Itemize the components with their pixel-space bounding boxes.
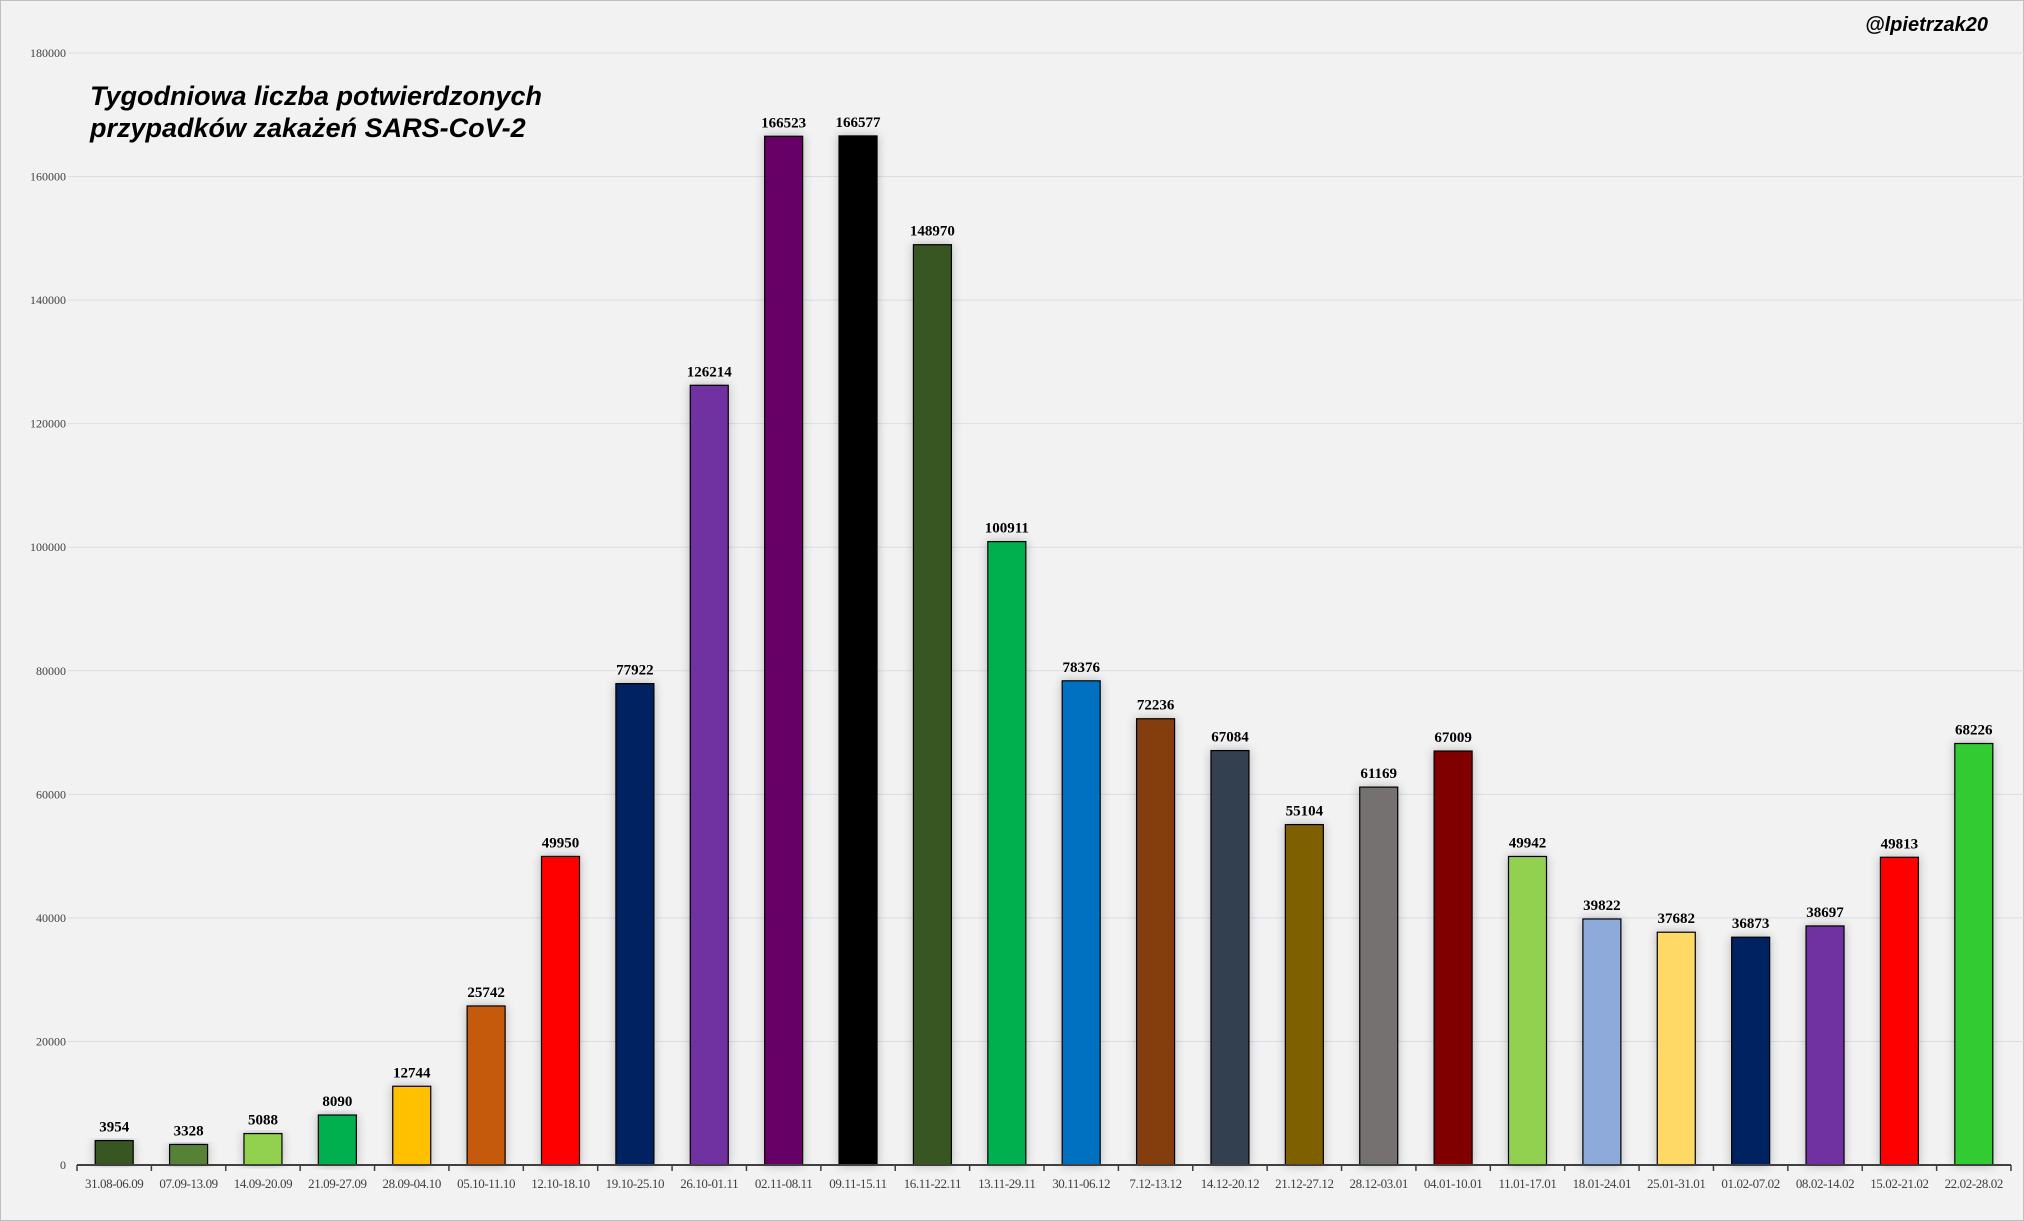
data-label: 166577 (836, 115, 882, 131)
y-tick-label: 80000 (36, 664, 66, 678)
bar (1210, 749, 1250, 1166)
bar (912, 244, 953, 1166)
x-tick-label: 14.09-20.09 (234, 1176, 292, 1191)
data-label: 25742 (467, 985, 505, 1001)
y-tick-label: 180000 (30, 46, 66, 60)
x-tick-label: 31.08-06.09 (85, 1176, 143, 1191)
y-tick-label: 20000 (36, 1034, 66, 1048)
bar (1805, 925, 1845, 1166)
x-tick-label: 12.10-18.10 (531, 1176, 589, 1191)
data-label: 67084 (1211, 730, 1249, 746)
data-label: 5088 (248, 1113, 278, 1129)
author-watermark: @lpietrzak20 (1865, 14, 1988, 36)
bar (689, 384, 729, 1166)
bar (1731, 936, 1771, 1166)
bar (1954, 742, 1994, 1166)
bar (1359, 786, 1399, 1166)
bar (1507, 855, 1548, 1166)
x-tick-label: 08.02-14.02 (1796, 1176, 1854, 1191)
data-label: 67009 (1434, 730, 1472, 746)
data-label: 49942 (1509, 835, 1547, 851)
x-tick-label: 01.02-07.02 (1721, 1176, 1779, 1191)
data-label: 126214 (687, 364, 733, 380)
y-tick-label: 40000 (36, 911, 66, 925)
data-label: 37682 (1658, 911, 1696, 927)
x-tick-label: 18.01-24.01 (1573, 1176, 1631, 1191)
bar (540, 855, 581, 1166)
x-tick-label: 07.09-13.09 (159, 1176, 217, 1191)
bar (764, 135, 804, 1166)
data-label: 77922 (616, 663, 654, 679)
x-tick-label: 25.01-31.01 (1647, 1176, 1705, 1191)
bar (987, 540, 1027, 1166)
x-tick-label: 21.12-27.12 (1275, 1176, 1333, 1191)
bar (466, 1005, 506, 1166)
x-tick-label: 13.11-29.11 (978, 1176, 1035, 1191)
bar (1061, 680, 1101, 1166)
chart-title-line-1: Tygodniowa liczba potwierdzonych (90, 81, 543, 111)
y-tick-label: 120000 (30, 417, 66, 431)
bar (1284, 823, 1324, 1166)
data-label: 49813 (1881, 836, 1919, 852)
data-label: 12744 (393, 1065, 431, 1081)
x-tick-label: 09.11-15.11 (829, 1176, 886, 1191)
x-tick-label: 30.11-06.12 (1052, 1176, 1110, 1191)
data-label: 49950 (542, 835, 580, 851)
x-tick-label: 21.09-27.09 (308, 1176, 366, 1191)
data-label: 38697 (1806, 905, 1844, 921)
data-label: 166523 (761, 115, 806, 131)
bar (1879, 856, 1920, 1166)
data-label: 3954 (99, 1120, 130, 1136)
x-tick-label: 14.12-20.12 (1201, 1176, 1259, 1191)
data-label: 100911 (985, 521, 1029, 537)
x-tick-label: 16.11-22.11 (904, 1176, 961, 1191)
x-tick-label: 7.12-13.12 (1129, 1176, 1181, 1191)
x-tick-label: 11.01-17.01 (1499, 1176, 1557, 1191)
x-tick-label: 19.10-25.10 (606, 1176, 664, 1191)
data-label: 8090 (322, 1094, 352, 1110)
bar (1582, 918, 1622, 1166)
y-tick-label: 60000 (36, 787, 66, 801)
x-tick-label: 05.10-11.10 (457, 1176, 515, 1191)
bar (94, 1139, 134, 1166)
bar (168, 1143, 209, 1166)
x-tick-label: 15.02-21.02 (1870, 1176, 1928, 1191)
bar (1656, 931, 1696, 1166)
x-tick-label: 26.10-01.11 (680, 1176, 738, 1191)
bar (243, 1132, 283, 1166)
bar (317, 1114, 357, 1166)
chart-title: Tygodniowa liczba potwierdzonych przypad… (90, 80, 542, 144)
bar (1433, 750, 1473, 1166)
y-tick-label: 0 (60, 1158, 66, 1172)
data-label: 3328 (174, 1123, 204, 1139)
data-label: 68226 (1955, 723, 1993, 739)
x-tick-label: 02.11-08.11 (755, 1176, 812, 1191)
data-label: 61169 (1360, 766, 1397, 782)
y-tick-label: 140000 (30, 293, 66, 307)
data-label: 78376 (1062, 660, 1100, 676)
x-tick-label: 28.09-04.10 (383, 1176, 441, 1191)
data-label: 148970 (910, 224, 955, 240)
x-tick-label: 04.01-10.01 (1424, 1176, 1482, 1191)
bar (392, 1085, 432, 1166)
bar (615, 683, 655, 1166)
y-tick-label: 100000 (30, 540, 66, 554)
bar (1135, 718, 1176, 1166)
data-label: 36873 (1732, 916, 1770, 932)
chart-title-line-2: przypadków zakażeń SARS-CoV-2 (90, 113, 526, 143)
x-tick-label: 22.02-28.02 (1945, 1176, 2003, 1191)
data-label: 72236 (1137, 698, 1175, 714)
bar (838, 135, 878, 1166)
y-tick-label: 160000 (30, 170, 66, 184)
x-tick-label: 28.12-03.01 (1350, 1176, 1408, 1191)
data-label: 55104 (1286, 804, 1324, 820)
data-label: 39822 (1583, 898, 1621, 914)
